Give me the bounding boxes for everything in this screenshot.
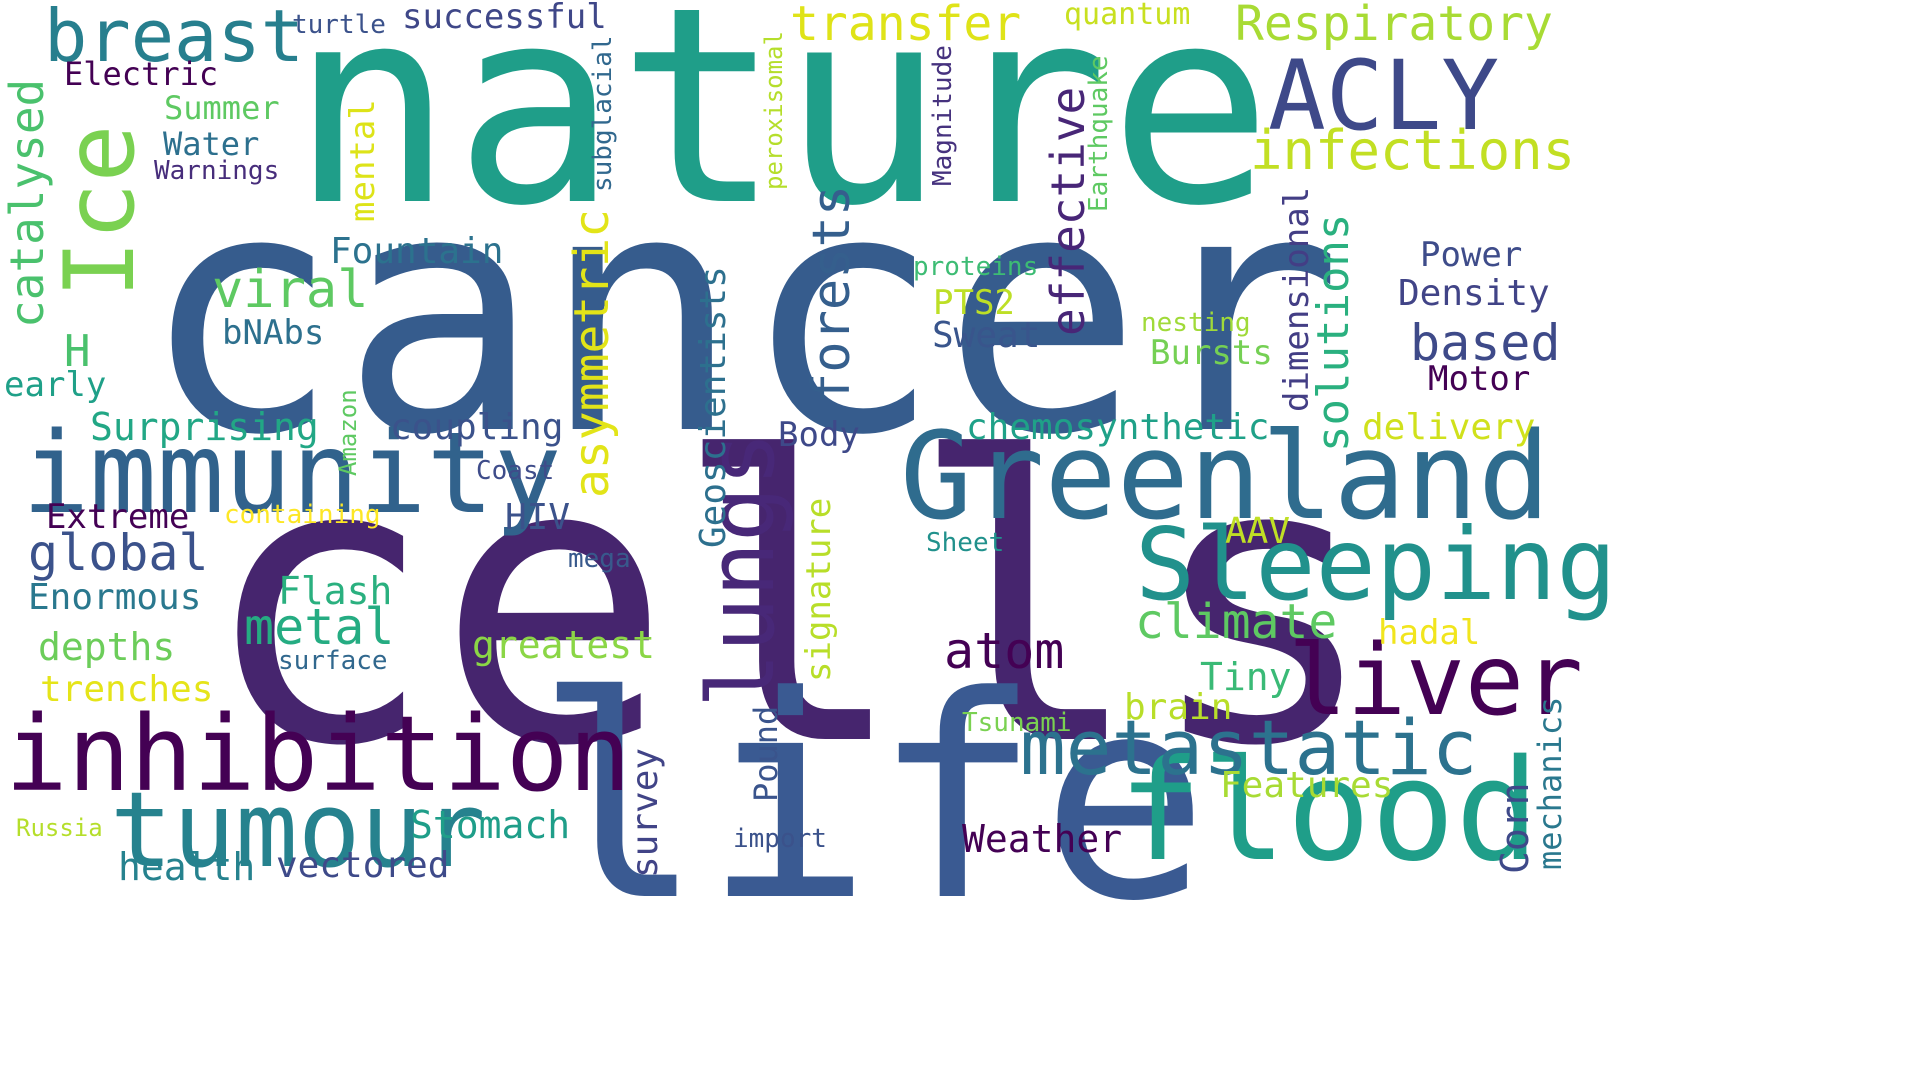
word-greenland: Greenland [900,408,1551,547]
word-subglacial: subglacial [588,35,618,192]
word-metastatic: metastatic [1020,703,1478,792]
word-breast: breast [44,0,305,78]
word-ice: Ice [44,124,156,298]
word-tsunami: Tsunami [962,708,1072,738]
word-pts2: PTS2 [933,283,1015,323]
word-signature: signature [799,497,839,682]
word-liver: liver [1288,624,1584,738]
word-forests: forests [802,184,862,404]
word-sleeping: Sleeping [1135,506,1617,623]
word-geoscientists: Geoscientists [693,266,734,548]
word-delivery: delivery [1362,407,1536,448]
word-coupling: coupling [390,407,564,448]
word-aav: AAV [1225,511,1291,552]
word-turtle: turtle [292,10,386,40]
word-sheet: Sheet [926,528,1005,558]
word-respiratory: Respiratory [1235,0,1553,52]
word-stomach: Stomach [410,803,571,847]
word-russia: Russia [16,814,103,842]
word-surface: surface [278,646,388,676]
word-mega: mega [568,544,631,574]
word-amazon: Amazon [334,389,362,476]
word-magnitude: Magnitude [928,45,958,186]
word-nesting: nesting [1141,308,1251,338]
word-extreme: Extreme [46,497,190,537]
word-acly: ACLY [1268,40,1500,152]
word-flood: flood [1118,730,1540,893]
word-enormous: Enormous [28,577,202,618]
word-chemosynthetic: chemosynthetic [966,407,1270,448]
word-features: Features [1220,765,1394,806]
word-import: import [733,824,827,854]
word-infections: infections [1250,119,1576,182]
word-flash: Flash [278,569,393,613]
word-effective: effective [1041,86,1095,336]
word-survey: survey [625,747,666,878]
word-sweat: Sweat [932,315,1041,356]
word-bnabs: bNAbs [222,313,325,353]
word-electric: Electric [64,55,219,93]
word-hiv: HIV [505,497,571,538]
word-corn: Corn [1493,782,1537,874]
word-metal: metal [244,598,395,656]
word-coast: Coast [476,456,555,486]
word-motor: Motor [1428,359,1531,399]
word-catalysed: catalysed [0,78,54,328]
word-early: early [4,365,107,405]
word-transfer: transfer [790,0,1022,52]
word-bursts: Bursts [1150,333,1273,373]
word-mental: mental [343,99,383,222]
word-tiny: Tiny [1200,655,1292,699]
word-proteins: proteins [913,252,1039,282]
word-trenches: trenches [40,669,214,710]
word-body: Body [778,415,860,455]
word-depths: depths [38,625,176,669]
word-health: health [118,845,256,889]
word-greatest: greatest [472,623,656,667]
word-tumour: tumour [110,769,486,891]
word-global: global [28,524,209,582]
word-viral: viral [212,260,369,320]
word-hadal: hadal [1378,613,1481,653]
word-based: based [1410,314,1561,372]
word-brain: brain [1124,687,1233,728]
word-atom: atom [944,622,1065,680]
word-summer: Summer [164,89,280,127]
word-vectored: vectored [276,845,450,886]
word-life: life [535,637,1210,963]
word-cancer: cancer [140,120,1343,508]
word-successful: successful [402,0,607,37]
word-asymmetric: asymmetric [564,209,620,498]
word-warnings: Warnings [154,156,280,186]
word-surprising: Surprising [90,405,319,449]
word-h: H [64,326,91,377]
word-containing: containing [224,500,381,530]
word-quantum: quantum [1064,0,1191,32]
word-power: Power [1420,235,1523,275]
word-pound: Pound [747,705,785,802]
word-inhibition: inhibition [5,693,632,815]
word-fountain: Fountain [330,231,504,272]
word-solutions: solutions [1308,213,1359,452]
word-mechanics: mechanics [1531,696,1569,870]
word-density: Density [1398,273,1550,314]
word-peroxisomal: peroxisomal [760,31,788,190]
word-cells: cells [200,376,1381,832]
word-climate: climate [1135,594,1338,650]
word-nature: nature [290,0,1273,266]
word-immunity: immunity [22,409,562,539]
word-weather: Weather [962,817,1123,861]
word-water: Water [163,125,260,163]
